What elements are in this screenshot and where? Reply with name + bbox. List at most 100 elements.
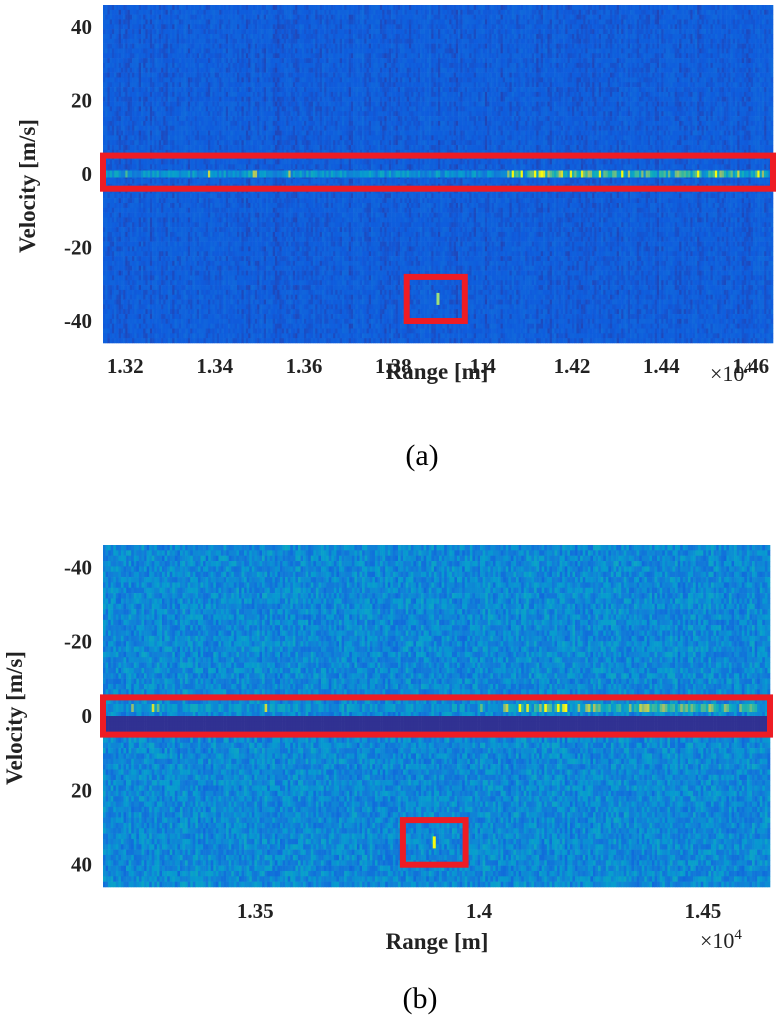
heat-cell	[241, 275, 244, 281]
heat-cell	[203, 241, 207, 247]
heat-cell	[105, 67, 108, 73]
heat-cell	[196, 120, 200, 127]
heat-cell	[234, 38, 238, 44]
heat-cell	[210, 149, 213, 155]
heat-cell	[178, 87, 182, 93]
heat-cell	[210, 222, 213, 228]
heat-cell	[116, 38, 119, 44]
heat-cell	[221, 62, 224, 69]
heat-cell	[214, 212, 218, 218]
heat-cell	[163, 328, 166, 334]
heat-cell	[123, 87, 126, 93]
heat-cell	[111, 265, 115, 271]
heat-cell	[127, 91, 131, 98]
heat-cell	[176, 323, 180, 329]
heat-cell	[140, 140, 144, 146]
heat-cell	[210, 140, 213, 146]
heat-cell	[147, 82, 151, 88]
heat-cell	[254, 304, 258, 310]
heat-cell	[237, 14, 240, 20]
heat-cell	[152, 58, 155, 64]
heat-cell	[118, 111, 122, 117]
heat-cell	[172, 207, 175, 213]
heat-cell	[167, 202, 171, 209]
heat-cell	[254, 309, 258, 315]
heat-cell	[199, 198, 202, 204]
heat-cell	[111, 38, 115, 44]
heat-cell	[201, 294, 204, 300]
heat-cell	[172, 149, 175, 155]
heat-cell	[210, 294, 213, 300]
heat-cell	[161, 19, 164, 25]
heat-cell	[228, 246, 231, 252]
heat-cell	[187, 299, 191, 305]
heat-cell	[237, 140, 240, 146]
heat-cell	[196, 231, 200, 238]
heat-cell	[165, 5, 169, 11]
heat-cell	[107, 333, 110, 339]
heat-cell	[212, 241, 215, 247]
heat-cell	[118, 260, 122, 267]
heat-cell	[149, 29, 153, 35]
heat-cell	[143, 106, 146, 112]
heat-cell	[216, 285, 220, 291]
heat-cell	[134, 251, 137, 257]
heat-cell	[199, 82, 202, 88]
heat-cell	[140, 202, 144, 209]
heat-cell	[254, 24, 258, 30]
heat-cell	[129, 289, 133, 296]
heat-cell	[241, 67, 244, 73]
heat-cell	[216, 96, 220, 102]
heat-cell	[129, 294, 133, 300]
heat-cell	[254, 275, 258, 281]
heat-cell	[170, 314, 173, 320]
heat-cell	[129, 149, 133, 155]
heat-cell	[221, 140, 224, 146]
heat-cell	[257, 164, 260, 170]
heat-cell	[134, 207, 137, 213]
heat-cell	[248, 265, 251, 271]
heat-cell	[234, 217, 238, 223]
heat-cell	[174, 91, 177, 98]
heat-cell	[149, 231, 153, 238]
heat-cell	[201, 260, 204, 267]
heat-cell	[203, 116, 207, 122]
heat-cell	[127, 125, 131, 131]
heat-cell	[134, 5, 137, 11]
heat-cell	[165, 227, 169, 233]
heat-cell	[181, 198, 184, 204]
heat-cell	[254, 333, 258, 339]
heat-cell	[154, 125, 157, 131]
heat-cell	[161, 236, 164, 242]
heat-cell	[199, 9, 202, 15]
heat-cell	[223, 14, 227, 20]
heat-cell	[116, 149, 119, 155]
heat-cell	[261, 48, 265, 54]
heat-cell	[259, 43, 262, 49]
heat-cell	[239, 289, 242, 296]
heat-cell	[219, 43, 222, 49]
heat-cell	[205, 19, 209, 25]
heat-cell	[187, 193, 191, 199]
heat-cell	[109, 304, 113, 310]
heat-cell	[214, 275, 218, 281]
heat-cell	[143, 120, 146, 127]
heat-cell	[107, 149, 110, 155]
heat-cell	[123, 135, 126, 141]
heat-cell	[223, 338, 227, 344]
heat-cell	[187, 14, 191, 20]
heat-cell	[120, 101, 124, 107]
heat-cell	[194, 198, 198, 204]
heat-cell	[147, 38, 151, 44]
heat-cell	[232, 135, 236, 141]
heat-cell	[181, 333, 184, 339]
heat-cell	[250, 145, 253, 151]
heat-cell	[232, 207, 236, 213]
heat-cell	[225, 72, 229, 78]
heat-cell	[178, 9, 182, 15]
heat-cell	[129, 323, 133, 329]
heat-cell	[259, 116, 262, 122]
heat-cell	[149, 106, 153, 112]
heat-cell	[127, 5, 131, 11]
heat-cell	[245, 159, 249, 165]
